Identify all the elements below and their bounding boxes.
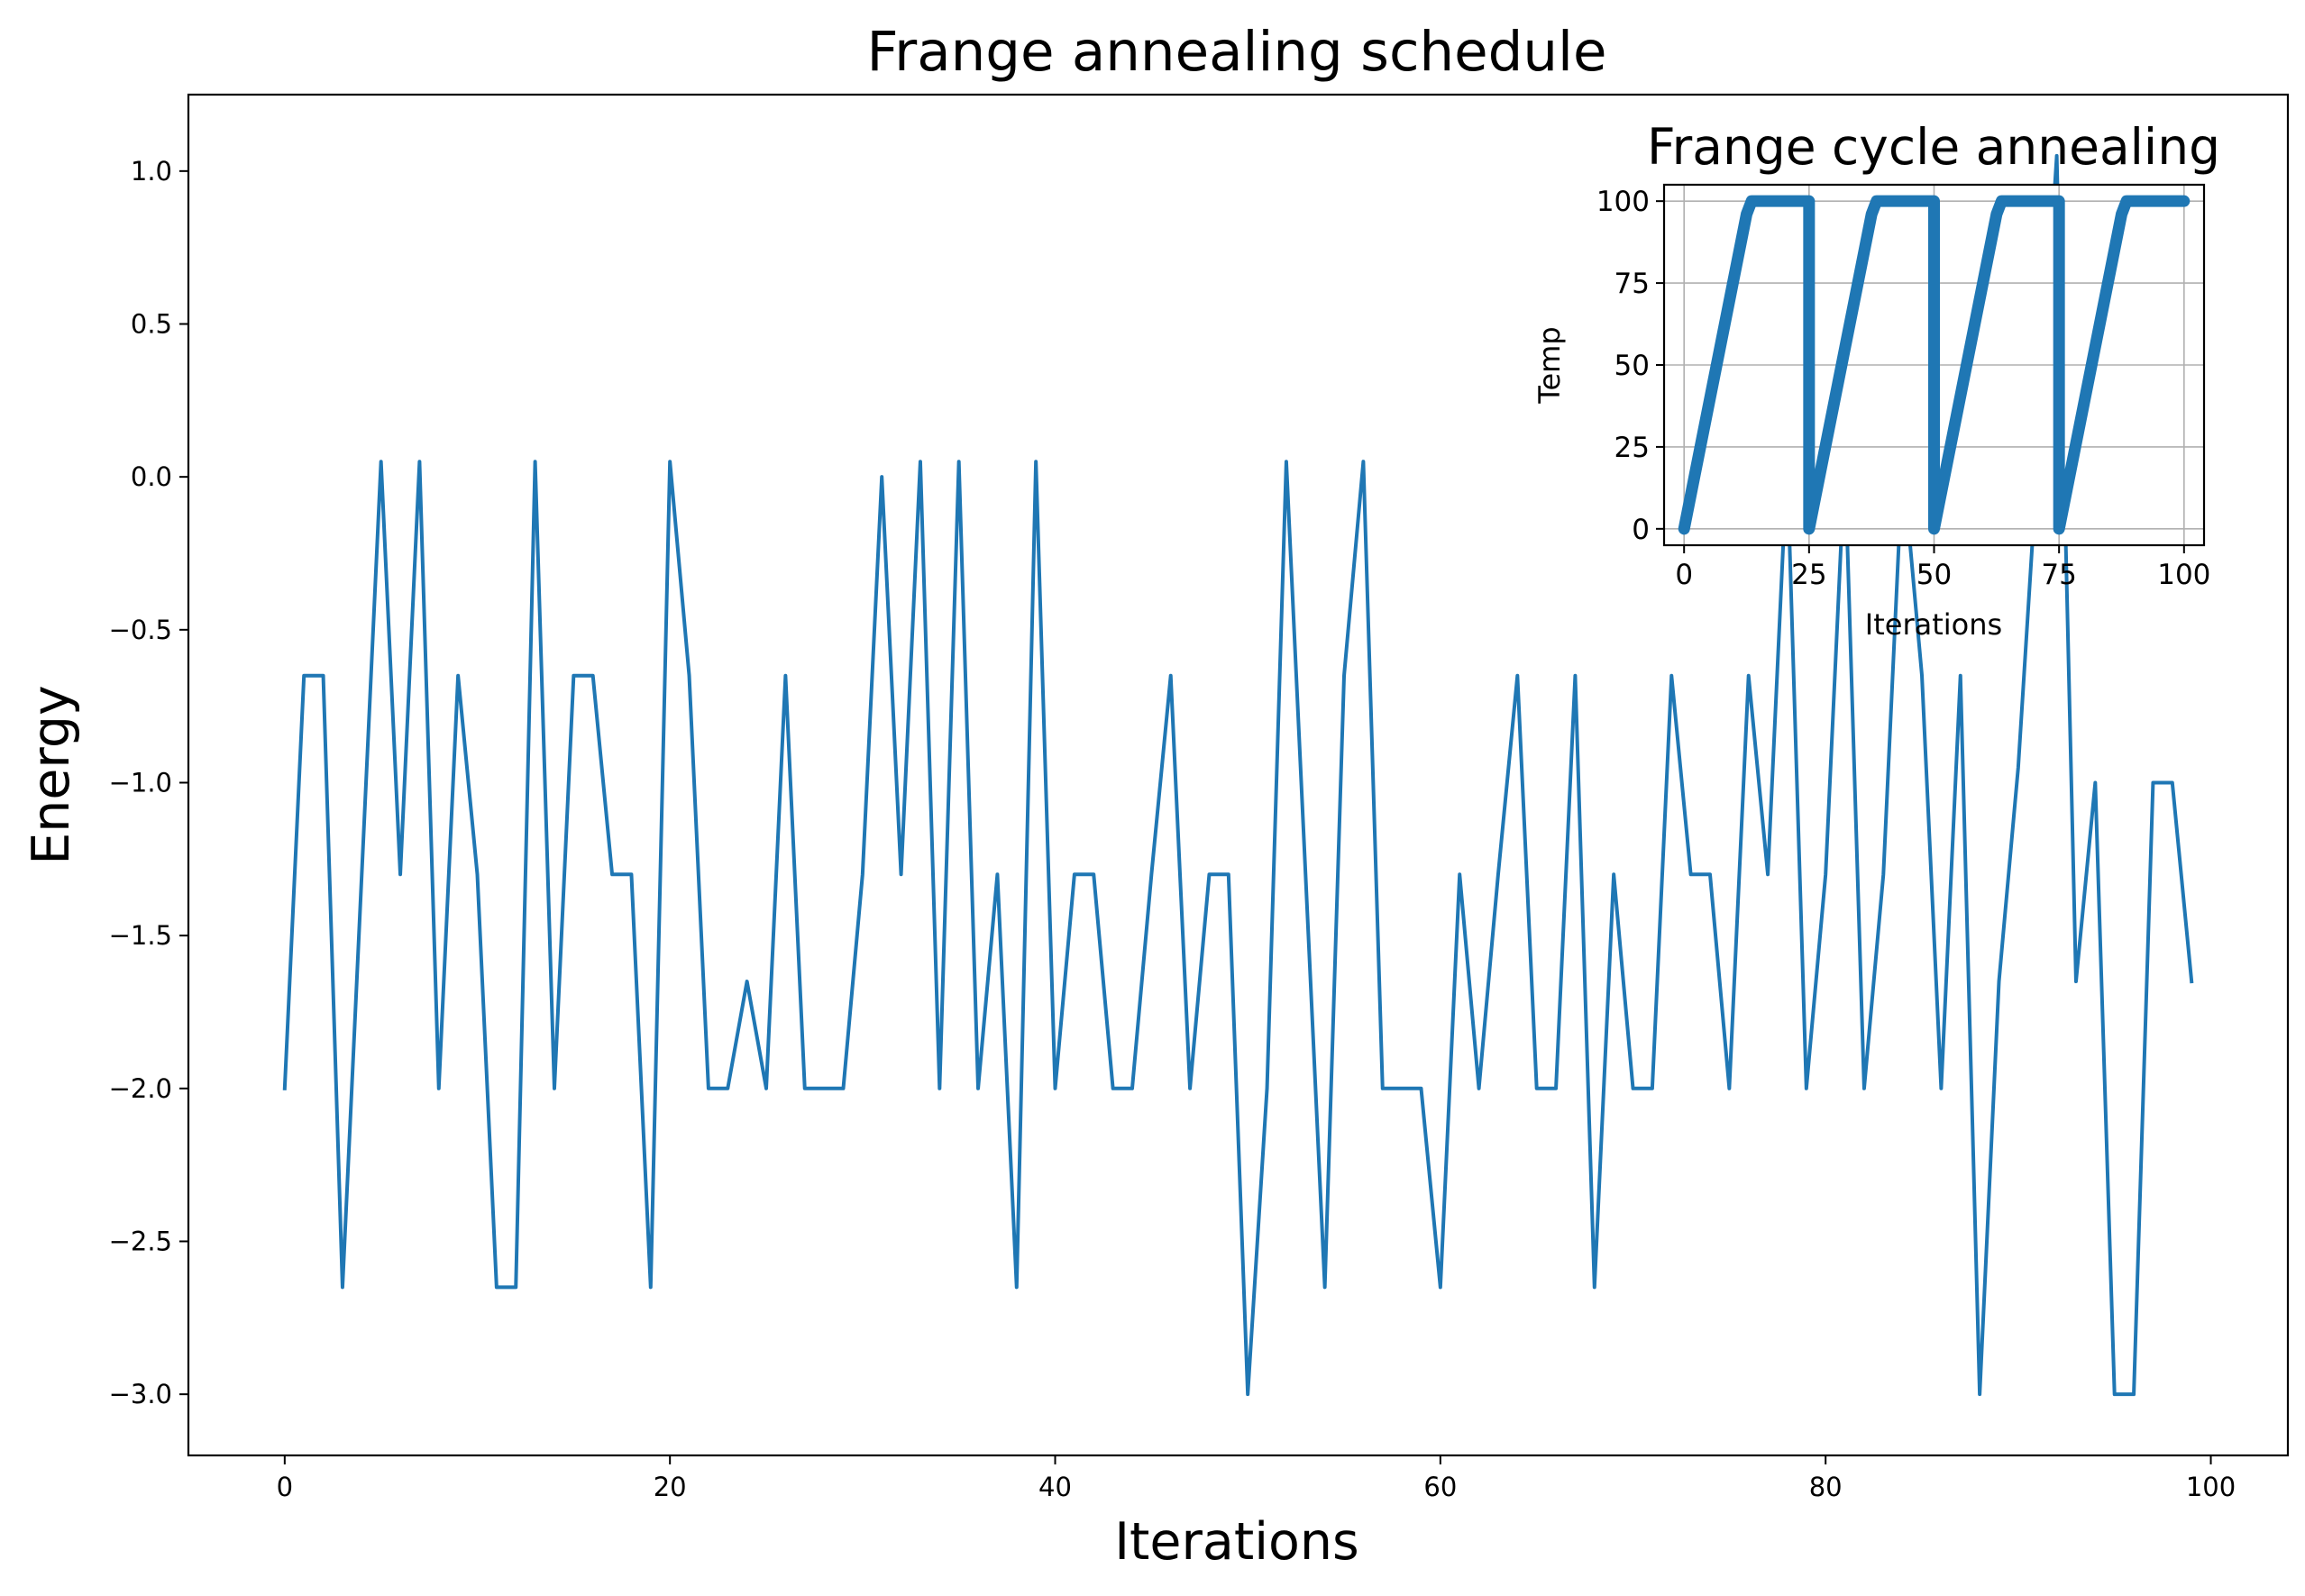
main-y-tick-label: −1.0 [109,767,172,798]
main-x-tick-label: 20 [654,1472,687,1502]
inset-y-axis-label: Temp [1532,326,1567,404]
inset-y-tick-label: 75 [1614,268,1650,300]
main-x-tick-label: 40 [1038,1472,1072,1502]
main-x-tick-label: 60 [1423,1472,1457,1502]
main-x-tick-label: 0 [277,1472,293,1502]
main-y-tick-label: 0.5 [131,308,172,339]
main-x-axis-label: Iterations [1114,1512,1358,1572]
main-plot-area [187,93,2290,1457]
inset-chart: 0 25 50 75 100 100 75 50 25 0 Frange cycle annea… [1532,118,2220,642]
main-chart-title: Frange annealing schedule [866,20,1606,84]
inset-y-ticks: 100 75 50 25 0 [1596,186,1664,546]
main-y-tick-label: −2.0 [109,1073,172,1104]
inset-x-ticks: 0 25 50 75 100 [1675,545,2210,591]
inset-x-tick-label: 75 [2041,559,2076,591]
main-y-tick-label: 1.0 [131,156,172,187]
inset-x-tick-label: 50 [1916,559,1952,591]
inset-series [1678,195,2191,535]
inset-y-tick-label: 100 [1596,186,1650,218]
inset-y-tick-label: 50 [1614,350,1650,382]
main-series [282,153,2194,1397]
main-y-tick-label: −1.5 [109,920,172,951]
inset-x-tick-label: 25 [1791,559,1826,591]
main-y-ticks: 1.0 0.5 0.0 −0.5 −1.0 −1.5 −2.0 −2.5 −3.0 [109,156,188,1409]
main-y-axis-label: Energy [22,685,81,865]
inset-x-tick-label: 0 [1675,559,1693,591]
main-x-tick-label: 100 [2186,1472,2236,1502]
inset-chart-title: Frange cycle annealing [1647,118,2220,176]
main-chart: Frange annealing schedule 0 20 40 60 80 100 1… [22,20,2290,1572]
inset-x-tick-label: 100 [2157,559,2210,591]
inset-x-axis-label: Iterations [1865,607,2002,642]
main-y-tick-label: −2.5 [109,1226,172,1256]
energy-line [282,153,2194,1397]
main-x-ticks: 0 20 40 60 80 100 [277,1455,2236,1502]
inset-y-tick-label: 0 [1632,514,1650,546]
main-y-tick-label: −0.5 [109,615,172,645]
inset-y-tick-label: 25 [1614,432,1650,464]
main-y-tick-label: −3.0 [109,1379,172,1409]
temperature-line [1678,195,2191,535]
main-y-tick-label: 0.0 [131,461,172,492]
main-x-tick-label: 80 [1809,1472,1843,1502]
